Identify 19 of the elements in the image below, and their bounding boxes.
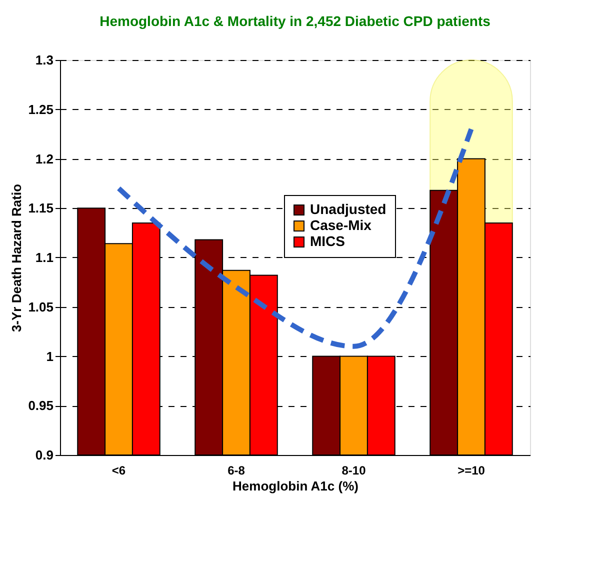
y-tick-label: 1.25 xyxy=(28,102,54,117)
x-tick-label: 8-10 xyxy=(342,464,366,478)
legend-label: Unadjusted xyxy=(310,201,386,217)
y-tick-label: 1.3 xyxy=(35,52,54,68)
x-tick-label: 6-8 xyxy=(228,464,246,478)
y-tick-label: 1.15 xyxy=(28,200,54,216)
y-tick-label: 1.2 xyxy=(35,151,54,166)
legend-label: MICS xyxy=(310,233,345,249)
x-tick-label: <6 xyxy=(112,464,126,478)
y-tick-label: 1.1 xyxy=(35,250,54,265)
y-tick-label: 0.95 xyxy=(28,398,54,414)
x-tick-label: >=10 xyxy=(458,464,486,478)
y-tick-label: 1 xyxy=(46,348,54,364)
chart-title: Hemoglobin A1c & Mortality in 2,452 Diabetic CPD patients xyxy=(100,13,491,29)
y-tick-label: 0.9 xyxy=(35,448,54,462)
x-axis-title: Hemoglobin A1c (%) xyxy=(232,478,358,494)
legend-label: Case-Mix xyxy=(310,217,372,233)
y-tick-label: 1.05 xyxy=(28,299,54,314)
y-axis-title: 3-Yr Death Hazard Ratio xyxy=(9,184,24,332)
